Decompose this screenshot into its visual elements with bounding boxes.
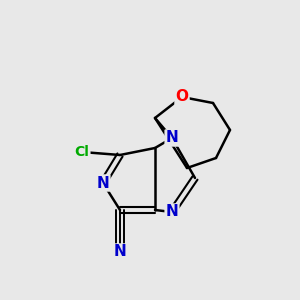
Text: O: O — [176, 89, 188, 104]
Text: N: N — [166, 205, 178, 220]
Text: N: N — [97, 176, 110, 190]
Text: N: N — [114, 244, 126, 260]
Text: Cl: Cl — [75, 145, 89, 159]
Text: N: N — [166, 130, 178, 146]
